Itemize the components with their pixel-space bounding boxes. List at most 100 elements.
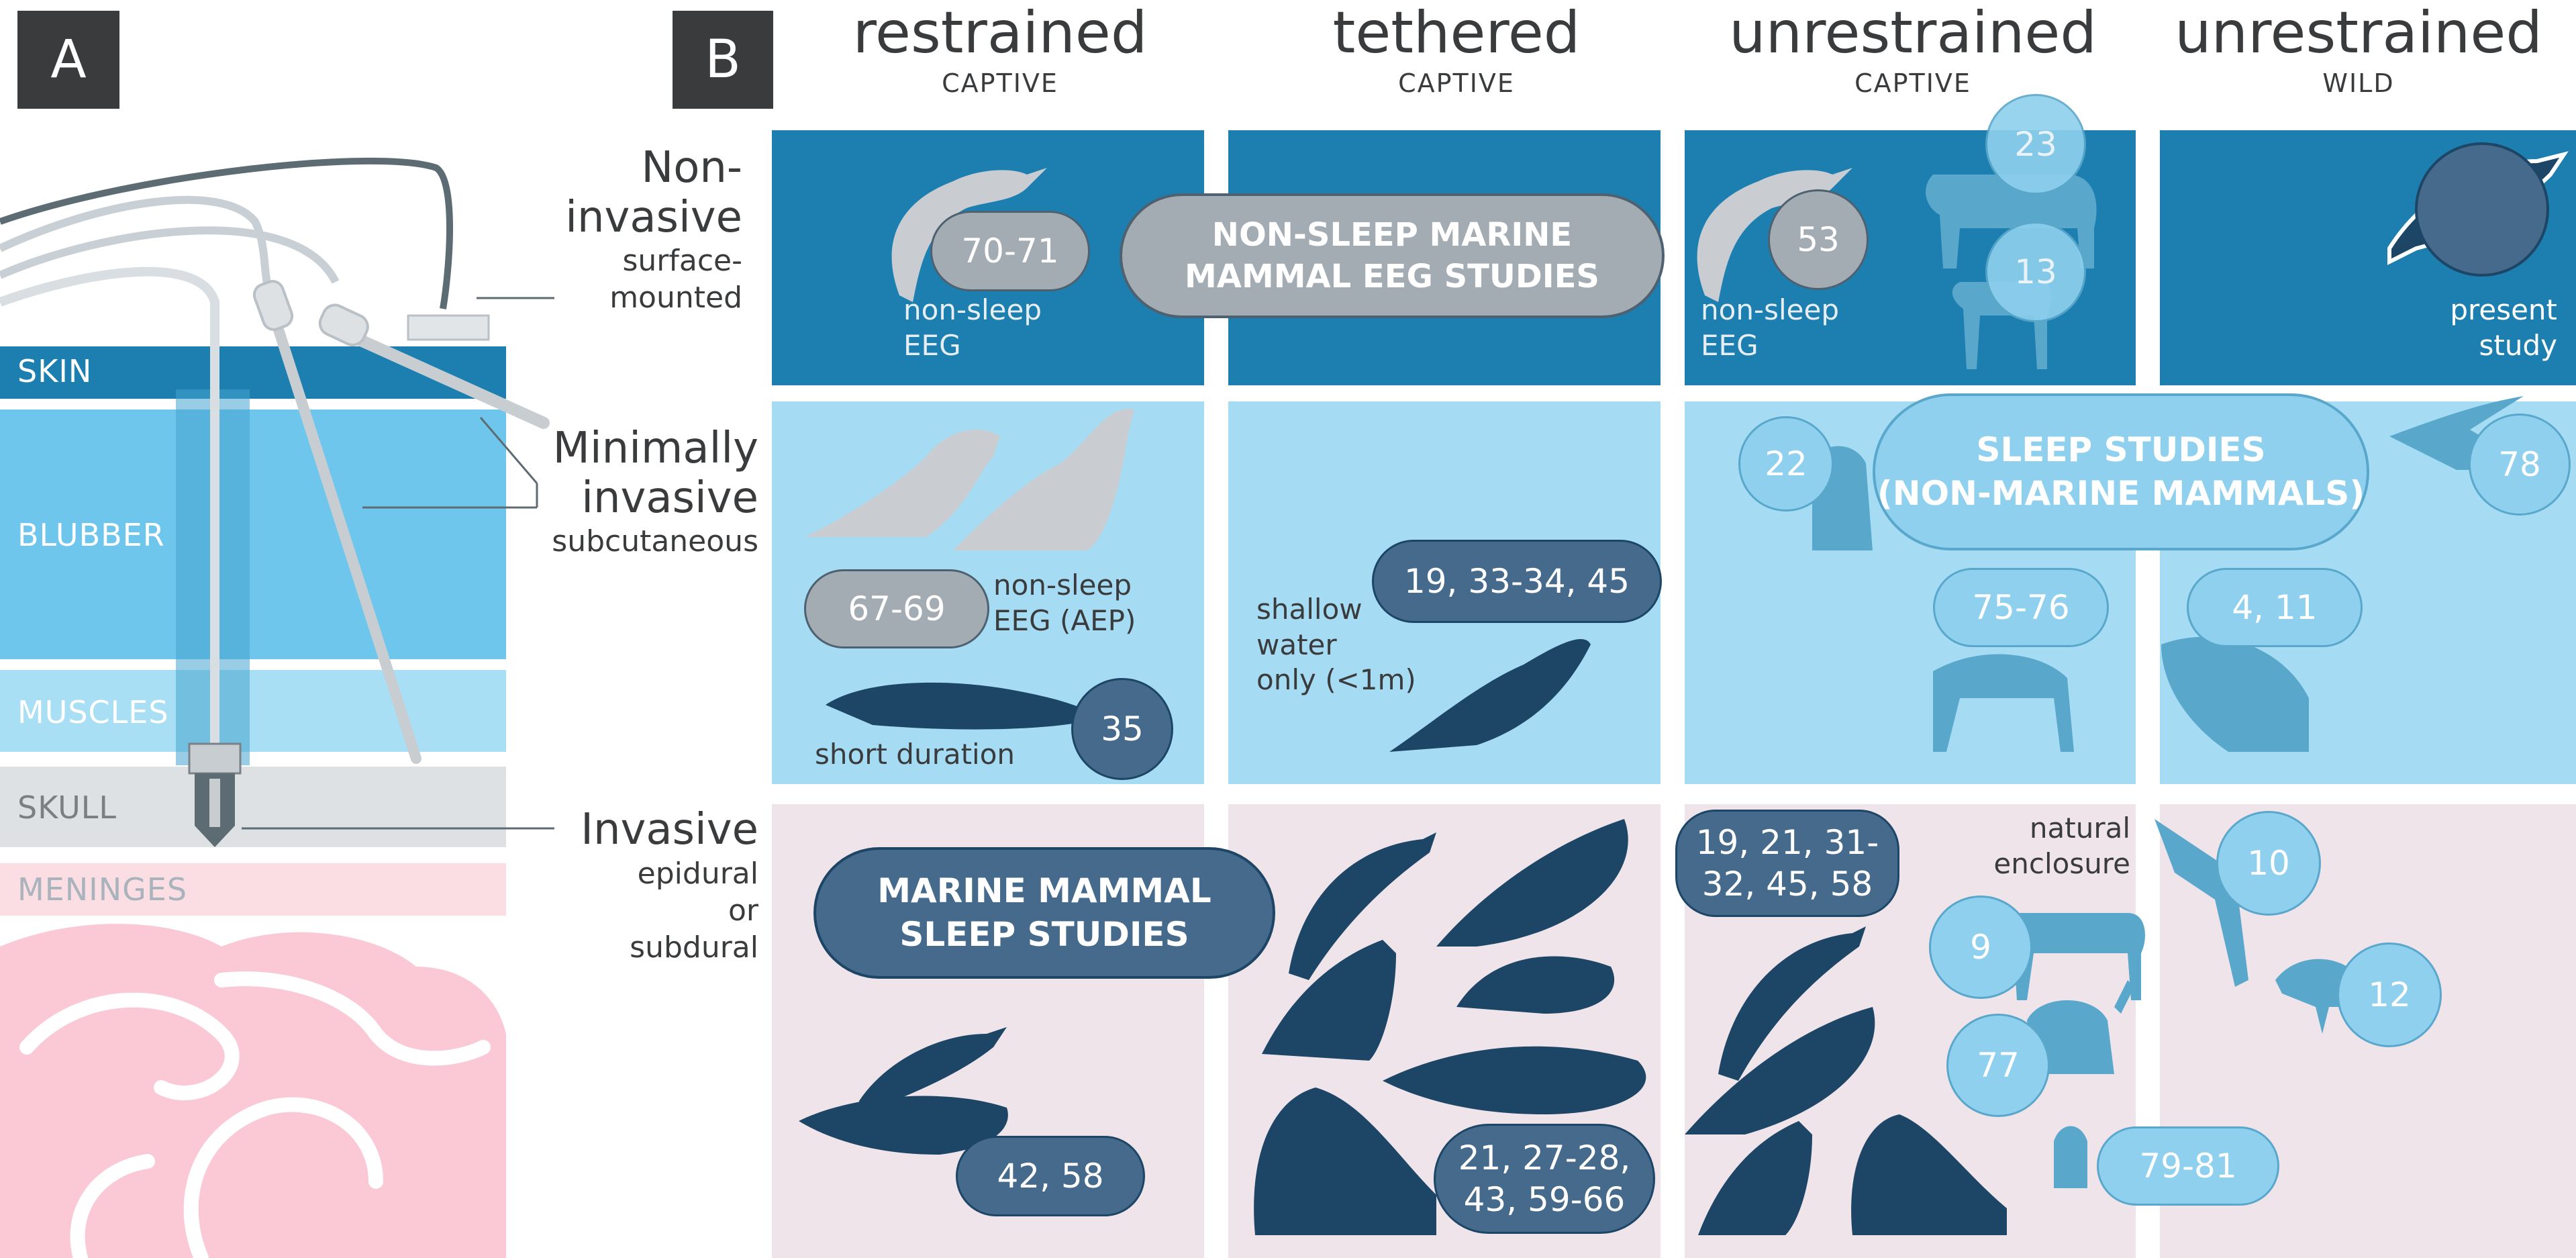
- legend-text: (NON-MARINE MAMMALS): [1877, 474, 2365, 513]
- blubber-label: BLUBBER: [17, 517, 165, 553]
- blubber-layer: [0, 409, 506, 659]
- column-subtitle: CAPTIVE: [1398, 68, 1515, 98]
- electrode-cable-light-3: [0, 267, 219, 745]
- note-line: shallow: [1256, 593, 1363, 626]
- note-line: non-sleep: [1701, 293, 1839, 326]
- note-natural-enclosure: natural enclosure: [1960, 811, 2130, 881]
- column-subtitle: CAPTIVE: [1854, 68, 1971, 98]
- panel-b-label: B: [673, 11, 773, 109]
- sloth-silhouette: [2161, 636, 2309, 752]
- sea-lion-silhouette: [805, 430, 1000, 537]
- ref-badge: 23: [1985, 94, 2086, 195]
- note-non-sleep-eeg: non-sleep EEG: [903, 293, 1042, 363]
- skin-label: SKIN: [17, 353, 93, 389]
- column-header-tethered: tethered CAPTIVE: [1228, 4, 1685, 98]
- note-line: non-sleep: [993, 569, 1132, 601]
- legend-text: NON-SLEEP MARINE: [1211, 215, 1573, 254]
- dolphin-silhouette: [1718, 926, 1866, 1081]
- seal-silhouette: [1383, 1046, 1646, 1114]
- ref-badge: 79-81: [2097, 1126, 2279, 1206]
- ref-badge: 78: [2469, 414, 2571, 516]
- sea-lion-silhouette: [953, 408, 1134, 550]
- electrode-cable-dark: [0, 157, 453, 309]
- present-study-circle: [2415, 142, 2549, 277]
- legend-text: SLEEP STUDIES: [1976, 430, 2266, 469]
- legend-non-sleep-marine-eeg: NON-SLEEP MARINE MAMMAL EEG STUDIES: [1120, 193, 1665, 318]
- column-title: unrestrained: [2175, 0, 2542, 66]
- column-title: tethered: [1332, 0, 1581, 66]
- brain-folds: [19, 971, 491, 1258]
- ref-badge: 22: [1738, 416, 1834, 512]
- note-present-study: present study: [2423, 293, 2557, 363]
- column-title: restrained: [852, 0, 1148, 66]
- note-line: EEG: [1701, 328, 1758, 362]
- column-subtitle: WILD: [2322, 68, 2395, 98]
- muscles-layer: [0, 670, 506, 752]
- note-line: natural: [2029, 812, 2130, 844]
- row-title-line: Non-: [641, 143, 742, 193]
- seal-silhouette: [1389, 638, 1591, 752]
- row-subtitle-line: subcutaneous: [552, 524, 758, 559]
- dolphin-silhouette: [891, 168, 1047, 302]
- surface-electrode: [407, 314, 490, 341]
- row-title-line: Minimally: [552, 424, 758, 473]
- note-line: non-sleep: [903, 293, 1042, 326]
- row-subtitle-line: surface-: [622, 244, 743, 279]
- seal-silhouette: [1436, 819, 1628, 947]
- sea-lion-silhouette: [1262, 940, 1396, 1061]
- column-header-restrained: restrained CAPTIVE: [772, 4, 1228, 98]
- dolphin-silhouette: [1697, 168, 1852, 302]
- note-line: only (<1m): [1256, 663, 1416, 696]
- row-subtitle-line: or: [728, 893, 758, 928]
- ostrich-silhouette: [2027, 980, 2134, 1074]
- row-title-line: invasive: [581, 473, 758, 523]
- frigatebird-silhouette: [2154, 819, 2248, 987]
- ref-badge: 35: [1071, 678, 1173, 780]
- ref-badge-line: 21, 27-28,: [1458, 1138, 1631, 1177]
- subcutaneous-needle-long: [266, 303, 422, 764]
- ref-badge: 67-69: [804, 569, 989, 648]
- walrus-silhouette: [1851, 1114, 2007, 1235]
- ref-badge-line: 43, 59-66: [1463, 1180, 1626, 1219]
- ref-badge: 53: [1768, 189, 1869, 290]
- column-header-unrestrained-wild: unrestrained WILD: [2141, 4, 2576, 98]
- wildebeest-silhouette: [2014, 913, 2145, 1000]
- ref-badge: 9: [1929, 896, 2032, 999]
- row-title-line: invasive: [565, 192, 742, 242]
- ref-badge: 13: [1985, 222, 2086, 322]
- legend-sleep-non-marine: SLEEP STUDIES (NON-MARINE MAMMALS): [1873, 393, 2369, 550]
- dolphin-silhouette: [859, 1027, 1007, 1114]
- note-line: EEG: [903, 328, 961, 362]
- legend-text: MAMMAL EEG STUDIES: [1185, 258, 1599, 295]
- skull-screw: [188, 742, 242, 775]
- cow-silhouette: [1926, 175, 2097, 269]
- meninges-layer: [0, 863, 506, 916]
- panel-a-label: A: [17, 11, 119, 109]
- row-header-non-invasive: Non- invasive surface- mounted: [470, 143, 743, 316]
- legend-text: MARINE MAMMAL: [877, 871, 1211, 910]
- seal-silhouette: [1456, 956, 1615, 1014]
- whale-silhouette: [799, 1096, 1008, 1155]
- ref-badge-line: 32, 45, 58: [1701, 865, 1873, 904]
- legend-marine-sleep: MARINE MAMMAL SLEEP STUDIES: [813, 847, 1275, 979]
- ref-badge: 10: [2216, 811, 2321, 916]
- legend-text: SLEEP STUDIES: [899, 915, 1189, 954]
- note-shallow-water: shallow water only (<1m): [1256, 592, 1416, 698]
- row-header-minimally-invasive: Minimally invasive subcutaneous: [470, 424, 758, 560]
- row-subtitle-line: mounted: [609, 281, 742, 316]
- column-header-unrestrained-captive: unrestrained CAPTIVE: [1685, 4, 2141, 98]
- meninges-label: MENINGES: [17, 871, 188, 908]
- pilot-whale-silhouette: [826, 682, 1101, 730]
- note-non-sleep-aep: non-sleep EEG (AEP): [993, 568, 1136, 638]
- ref-badge: 21, 27-28, 43, 59-66: [1434, 1124, 1655, 1234]
- dolphin-silhouette: [1289, 832, 1436, 980]
- note-line: present: [2450, 293, 2557, 326]
- sea-lion-silhouette: [1698, 1121, 1812, 1235]
- muscles-label: MUSCLES: [17, 694, 169, 730]
- subcutaneous-needle-short: [330, 323, 550, 429]
- ref-badge: 77: [1946, 1014, 2050, 1117]
- ref-badge: 70-71: [930, 211, 1090, 291]
- walrus-silhouette: [1254, 1087, 1436, 1235]
- ref-badge: 4, 11: [2187, 568, 2363, 647]
- skull-label: SKULL: [17, 789, 117, 826]
